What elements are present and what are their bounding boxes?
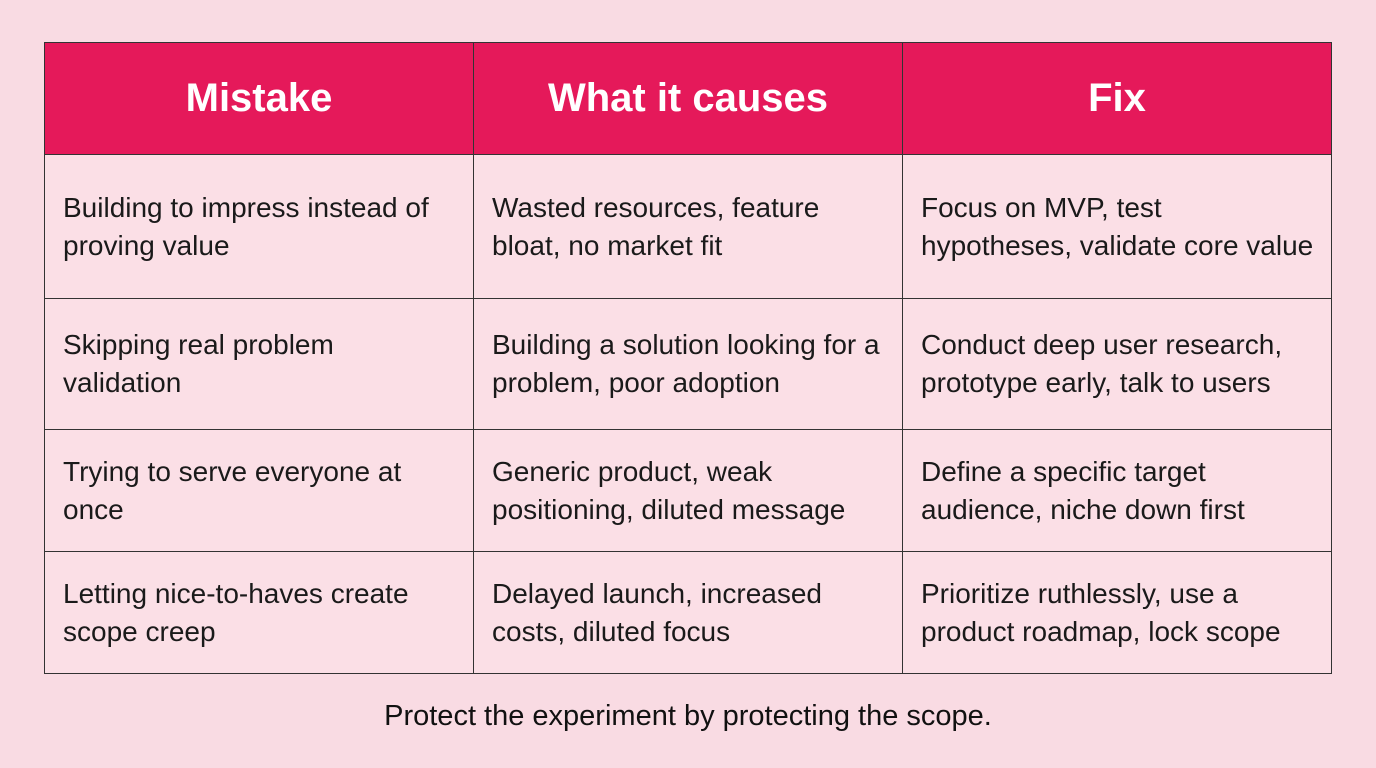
cell-fix: Focus on MVP, test hypotheses, validate … xyxy=(902,154,1332,299)
header-causes: What it causes xyxy=(473,42,903,155)
table-row: Skipping real problem validation Building… xyxy=(44,298,1332,430)
cell-mistake: Trying to serve everyone at once xyxy=(44,429,474,552)
cell-causes: Delayed launch, increased costs, diluted… xyxy=(473,551,903,674)
cell-fix: Conduct deep user research, prototype ea… xyxy=(902,298,1332,430)
cell-mistake: Building to impress instead of proving v… xyxy=(44,154,474,299)
table-row: Building to impress instead of proving v… xyxy=(44,154,1332,299)
table-row: Trying to serve everyone at once Generic … xyxy=(44,429,1332,552)
cell-causes: Building a solution looking for a proble… xyxy=(473,298,903,430)
cell-causes: Wasted resources, feature bloat, no mark… xyxy=(473,154,903,299)
header-fix: Fix xyxy=(902,42,1332,155)
cell-mistake: Skipping real problem validation xyxy=(44,298,474,430)
cell-mistake: Letting nice-to-haves create scope creep xyxy=(44,551,474,674)
cell-fix: Prioritize ruthlessly, use a product roa… xyxy=(902,551,1332,674)
cell-fix: Define a specific target audience, niche… xyxy=(902,429,1332,552)
header-mistake: Mistake xyxy=(44,42,474,155)
header-row: Mistake What it causes Fix xyxy=(44,42,1332,155)
footer-caption: Protect the experiment by protecting the… xyxy=(384,700,992,732)
mistakes-table: Mistake What it causes Fix Building to i… xyxy=(44,42,1332,674)
cell-causes: Generic product, weak positioning, dilut… xyxy=(473,429,903,552)
table-row: Letting nice-to-haves create scope creep… xyxy=(44,551,1332,674)
